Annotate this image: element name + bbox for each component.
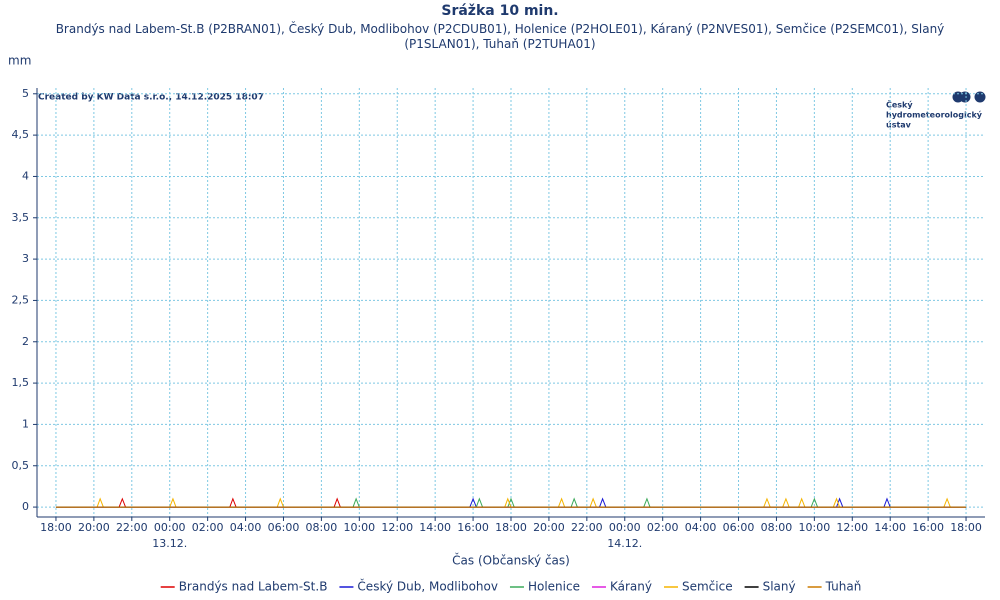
- x-tick-label: 16:00: [912, 521, 944, 534]
- series-line: [55, 497, 967, 508]
- x-tick-label: 10:00: [343, 521, 375, 534]
- x-tick-label: 20:00: [78, 521, 110, 534]
- x-tick-label: 14:00: [874, 521, 906, 534]
- logo-dot: [959, 91, 971, 103]
- credit: Created by KW Data s.r.o., 14.12.2025 18…: [38, 93, 264, 103]
- legend-label: Tuhaň: [825, 580, 862, 594]
- chart-title: Srážka 10 min.: [441, 3, 559, 19]
- x-date-label: 14.12.: [607, 537, 642, 550]
- x-tick-label: 12:00: [381, 521, 413, 534]
- legend-label: Semčice: [682, 580, 733, 594]
- y-tick-label: 0: [22, 500, 29, 513]
- legend-label: Český Dub, Modlibohov: [357, 579, 498, 594]
- chart-subtitle: Brandýs nad Labem-St.B (P2BRAN01), Český…: [55, 22, 945, 51]
- x-axis-label: Čas (Občanský čas): [452, 553, 570, 568]
- x-tick-label: 22:00: [116, 521, 148, 534]
- x-tick-label: 10:00: [799, 521, 831, 534]
- y-tick-label: 2: [22, 335, 29, 348]
- series-line: [55, 497, 967, 508]
- logo-text: hydrometeorologický: [886, 111, 983, 120]
- x-tick-label: 20:00: [533, 521, 565, 534]
- x-tick-label: 18:00: [40, 521, 72, 534]
- x-tick-label: 12:00: [836, 521, 868, 534]
- x-tick-label: 00:00: [609, 521, 641, 534]
- y-tick-label: 2,5: [12, 293, 30, 306]
- x-date-label: 13.12.: [152, 537, 187, 550]
- x-tick-label: 08:00: [306, 521, 338, 534]
- logo-dot: [974, 91, 986, 103]
- y-tick-label: 4,5: [12, 128, 30, 141]
- x-tick-label: 00:00: [154, 521, 186, 534]
- x-tick-label: 02:00: [647, 521, 679, 534]
- legend-label: Slaný: [763, 580, 796, 594]
- legend: Brandýs nad Labem-St.B Český Dub, Modlibo…: [160, 579, 862, 594]
- x-tick-label: 04:00: [685, 521, 717, 534]
- y-tick-label: 5: [22, 87, 29, 100]
- y-tick-label: 3,5: [12, 211, 30, 224]
- y-tick-label: 3: [22, 252, 29, 265]
- x-tick-label: 06:00: [723, 521, 755, 534]
- y-tick-label: 0,5: [12, 459, 30, 472]
- y-axis-label: mm: [8, 54, 31, 68]
- x-tick-label: 22:00: [571, 521, 603, 534]
- x-tick-label: 02:00: [192, 521, 224, 534]
- legend-label: Brandýs nad Labem-St.B: [179, 580, 328, 594]
- x-tick-label: 14:00: [419, 521, 451, 534]
- x-tick-label: 16:00: [457, 521, 489, 534]
- legend-label: Holenice: [528, 580, 580, 594]
- y-tick-label: 4: [22, 169, 29, 182]
- x-tick-label: 18:00: [495, 521, 527, 534]
- x-tick-label: 18:00: [950, 521, 982, 534]
- y-tick-label: 1: [22, 417, 29, 430]
- x-tick-label: 08:00: [761, 521, 793, 534]
- legend-label: Káraný: [610, 580, 652, 594]
- logo-text: ústav: [886, 121, 912, 130]
- x-tick-label: 04:00: [230, 521, 262, 534]
- x-tick-label: 06:00: [268, 521, 300, 534]
- logo-text: Český: [886, 99, 913, 110]
- y-tick-label: 1,5: [12, 376, 30, 389]
